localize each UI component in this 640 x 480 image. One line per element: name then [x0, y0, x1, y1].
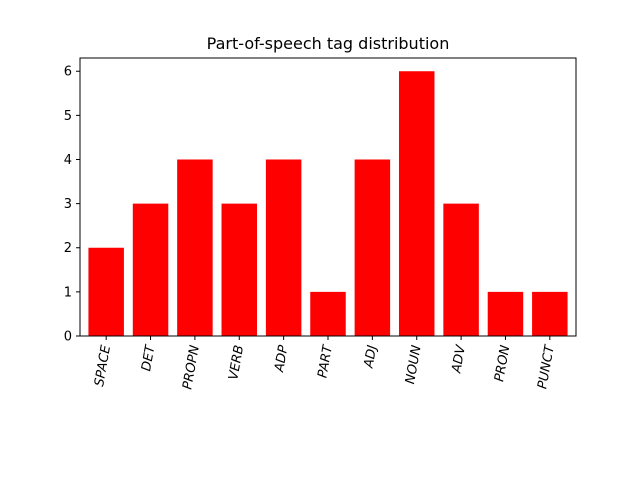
- x-tick-label-part: PART: [315, 343, 336, 379]
- y-tick-label: 6: [64, 65, 72, 80]
- y-axis: 0 1 2 3 4 5 6: [64, 65, 80, 345]
- x-tick-label-punct: PUNCT: [535, 343, 558, 390]
- bars-group: [88, 71, 568, 336]
- bar-propn: [177, 159, 213, 336]
- x-tick-label-adp: ADP: [272, 344, 292, 374]
- bar-adp: [265, 159, 302, 336]
- chart-title: Part-of-speech tag distribution: [207, 34, 450, 53]
- x-tick-label-space: SPACE: [92, 343, 114, 387]
- bar-verb: [221, 203, 258, 336]
- bar-pron: [487, 291, 524, 336]
- bar-adv: [443, 203, 479, 336]
- x-axis: SPACE DET PROPN VERB ADP PART ADJ NOUN ADV PRON PU…: [92, 336, 558, 391]
- y-tick-label: 5: [64, 109, 72, 124]
- y-tick-label: 3: [64, 197, 72, 212]
- y-tick-label: 4: [64, 153, 72, 168]
- y-tick-label: 1: [64, 285, 72, 300]
- bar-space: [88, 247, 124, 336]
- y-tick-label: 0: [64, 330, 72, 345]
- bar-punct: [532, 291, 568, 336]
- bar-noun: [398, 71, 435, 336]
- x-tick-label-adj: ADJ: [361, 344, 380, 370]
- x-tick-label-propn: PROPN: [180, 344, 203, 391]
- bar-det: [132, 203, 169, 336]
- x-tick-label-noun: NOUN: [403, 344, 425, 385]
- plot-frame: [79, 57, 577, 337]
- bar-adj: [354, 159, 391, 336]
- x-tick-label-det: DET: [139, 343, 158, 372]
- x-tick-label-adv: ADV: [449, 343, 469, 375]
- bar-part: [310, 291, 346, 336]
- y-tick-label: 2: [64, 241, 72, 256]
- x-tick-label-verb: VERB: [226, 344, 247, 381]
- x-tick-label-pron: PRON: [492, 344, 513, 383]
